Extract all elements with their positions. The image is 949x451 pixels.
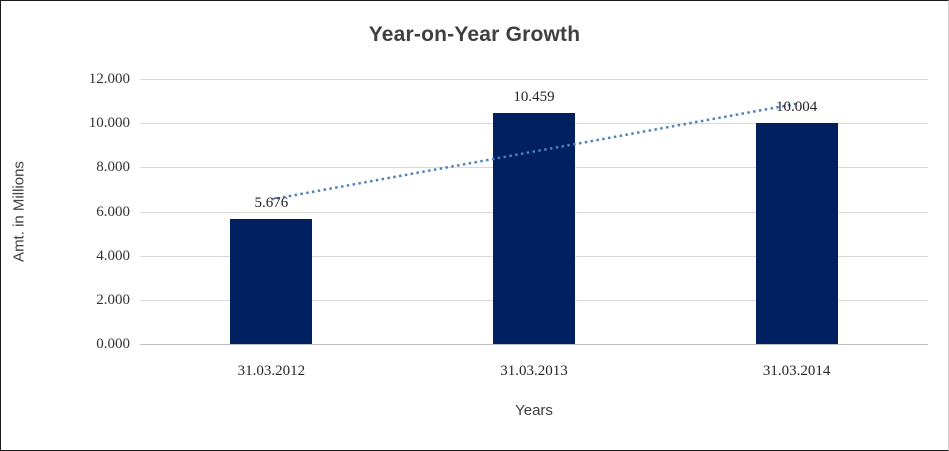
y-axis-tick-label: 12.000 xyxy=(88,71,130,87)
data-label: 10.004 xyxy=(776,99,818,116)
bar xyxy=(755,123,838,344)
x-axis-title: Years xyxy=(515,402,553,419)
x-axis-tick-label: 31.03.2014 xyxy=(762,363,831,379)
y-axis-tick-label: 10.000 xyxy=(88,115,130,132)
y-axis-title: Amt. in Millions xyxy=(10,161,28,262)
y-axis-tick-label: 6.000 xyxy=(96,203,130,220)
plot-area: 0.000 2.000 4.000 6.000 8.000 10.000 12.000 5.6… xyxy=(89,71,928,379)
x-axis-tick-label: 31.03.2012 xyxy=(237,363,306,379)
y-axis-tick-label: 4.000 xyxy=(96,247,130,264)
x-axis-tick-label: 31.03.2013 xyxy=(500,363,568,379)
y-axis-tick-label: 0.000 xyxy=(96,336,130,352)
bar xyxy=(230,218,313,344)
chart-title: Year-on-Year Growth xyxy=(368,23,581,46)
gridline xyxy=(140,79,928,80)
trendline xyxy=(271,102,797,201)
y-axis-tick-label: 2.000 xyxy=(96,291,130,308)
gridline xyxy=(140,344,928,345)
data-label: 5.676 xyxy=(254,194,289,211)
y-axis-tick-label: 8.000 xyxy=(96,159,130,176)
data-label: 10.459 xyxy=(513,89,555,106)
